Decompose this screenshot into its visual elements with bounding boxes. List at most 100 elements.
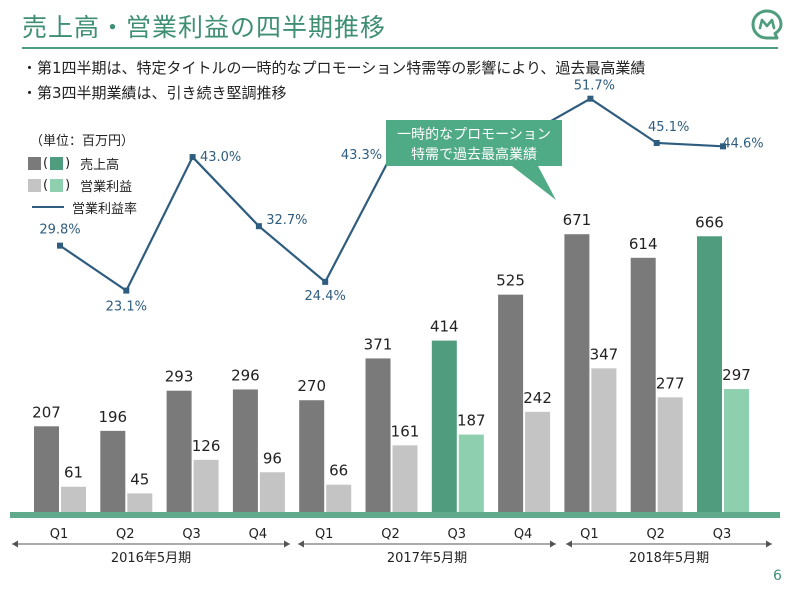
- year-group-label: 2018年5月期: [629, 551, 709, 566]
- profit-bar: [61, 486, 86, 512]
- profit-bar: [591, 368, 617, 512]
- margin-point: [653, 139, 660, 146]
- profit-bar: [392, 445, 418, 512]
- profit-bar: [724, 389, 749, 512]
- sales-value-label: 270: [297, 377, 326, 395]
- sales-bar: [100, 430, 126, 512]
- sales-value-label: 371: [364, 335, 393, 353]
- margin-value-label: 44.6%: [722, 136, 763, 151]
- sales-value-label: 614: [629, 235, 658, 253]
- x-tick-label: Q3: [448, 527, 467, 542]
- profit-value-label: 187: [457, 412, 486, 430]
- year-bracket-arrow: [12, 540, 18, 548]
- year-group-label: 2017年5月期: [387, 551, 467, 566]
- x-tick-label: Q1: [580, 527, 599, 542]
- page-number: 6: [773, 568, 782, 584]
- sales-bar: [697, 236, 722, 512]
- profit-value-label: 61: [64, 464, 83, 482]
- legend-label-margin: 営業利益率: [72, 201, 138, 217]
- sales-value-label: 207: [32, 403, 61, 421]
- profit-bar: [458, 434, 484, 512]
- x-tick-label: Q4: [249, 527, 268, 542]
- x-tick-label: Q1: [50, 527, 69, 542]
- profit-value-label: 126: [192, 437, 221, 455]
- chart-baseline: [10, 512, 780, 518]
- legend-swatch-profit: [28, 178, 41, 192]
- sales-bar: [166, 390, 192, 512]
- margin-point: [255, 223, 262, 230]
- margin-value-label: 29.8%: [39, 223, 80, 238]
- legend-label-profit: 営業利益: [80, 179, 133, 195]
- legend-label-sales: 売上高: [80, 157, 120, 173]
- profit-bar: [657, 397, 683, 512]
- year-group-label: 2016年5月期: [111, 551, 191, 566]
- callout-text-line1: 一時的なプロモーション: [397, 127, 551, 143]
- margin-value-label: 51.7%: [574, 79, 615, 94]
- legend-swatch-sales: [28, 156, 41, 170]
- sales-bar: [365, 358, 391, 512]
- profit-bar: [259, 472, 285, 512]
- bullet-item: ・第3四半期業績は、引き続き堅調推移: [22, 84, 287, 102]
- sales-bar: [498, 294, 524, 512]
- callout-text-line2: 特需で過去最高業績: [411, 146, 537, 163]
- x-tick-label: Q2: [381, 527, 400, 542]
- legend-item-sales: ( ) 売上高: [28, 152, 137, 174]
- margin-value-label: 24.4%: [305, 289, 346, 304]
- sales-value-label: 525: [496, 272, 525, 290]
- company-logo-icon: [751, 9, 783, 40]
- year-bracket-arrow: [284, 540, 290, 548]
- profit-bar: [193, 459, 219, 512]
- year-bracket-arrow: [550, 540, 556, 548]
- profit-value-label: 347: [590, 345, 619, 363]
- x-tick-label: Q1: [315, 527, 334, 542]
- legend-item-profit: ( ) 営業利益: [28, 174, 137, 196]
- profit-value-label: 161: [391, 422, 420, 440]
- x-tick-label: Q4: [514, 527, 533, 542]
- page-title: 売上高・営業利益の四半期推移: [22, 13, 387, 42]
- profit-bar: [525, 411, 551, 512]
- chart-legend: ( ) 売上高 ( ) 営業利益 営業利益率: [28, 152, 137, 218]
- sales-bar: [564, 234, 590, 512]
- margin-value-label: 43.0%: [200, 150, 241, 165]
- sales-value-label: 414: [430, 318, 459, 336]
- x-tick-label: Q3: [713, 527, 732, 542]
- margin-point: [123, 287, 130, 294]
- margin-value-label: 32.7%: [266, 213, 307, 228]
- legend-line-margin: [32, 206, 64, 208]
- sales-value-label: 296: [231, 366, 260, 384]
- profit-value-label: 45: [130, 470, 149, 488]
- profit-value-label: 96: [263, 449, 282, 467]
- sales-value-label: 196: [98, 408, 127, 426]
- legend-item-margin: 営業利益率: [28, 196, 137, 218]
- profit-bar: [127, 493, 153, 512]
- legend-swatch-sales-highlight: [50, 156, 64, 170]
- sales-value-label: 671: [563, 211, 592, 229]
- profit-bar: [326, 484, 352, 512]
- legend-swatch-profit-highlight: [50, 178, 64, 192]
- profit-value-label: 297: [722, 366, 751, 384]
- profit-value-label: 242: [523, 389, 552, 407]
- x-tick-label: Q3: [182, 527, 201, 542]
- callout-box: [386, 120, 562, 200]
- profit-value-label: 66: [329, 462, 348, 480]
- margin-point: [587, 95, 594, 102]
- margin-point: [189, 154, 196, 161]
- sales-value-label: 293: [165, 368, 194, 386]
- summary-bullets: ・第1四半期は、特定タイトルの一時的なプロモーション特需等の影響により、過去最高…: [22, 56, 645, 106]
- x-tick-label: Q2: [646, 527, 665, 542]
- sales-bar: [232, 389, 258, 512]
- year-bracket-arrow: [566, 540, 572, 548]
- year-bracket-arrow: [298, 540, 304, 548]
- margin-point: [57, 242, 63, 249]
- sales-bar: [299, 400, 325, 512]
- margin-value-label: 45.1%: [648, 120, 689, 135]
- margin-point: [720, 143, 726, 150]
- sales-bar: [34, 426, 59, 512]
- margin-value-label: 43.3%: [341, 148, 382, 163]
- unit-note: （単位：百万円）: [30, 134, 135, 149]
- sales-bar: [431, 340, 457, 512]
- profit-value-label: 277: [656, 374, 685, 392]
- year-bracket-arrow: [766, 540, 772, 548]
- title-divider: [22, 47, 778, 49]
